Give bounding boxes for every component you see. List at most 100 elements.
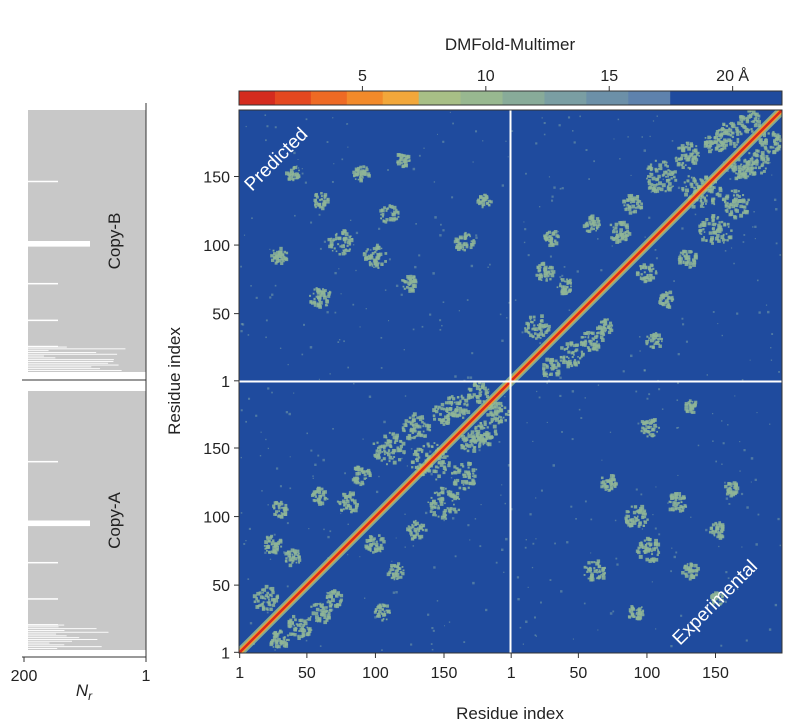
contact-mark bbox=[274, 644, 279, 648]
contact-mark bbox=[596, 332, 599, 335]
contact-mark bbox=[747, 198, 750, 202]
contact-speckle bbox=[340, 293, 342, 295]
contact-mark bbox=[351, 237, 354, 240]
contact-mark bbox=[622, 220, 626, 225]
contact-mark bbox=[542, 368, 546, 371]
contact-mark bbox=[323, 496, 326, 499]
contact-mark bbox=[633, 209, 638, 214]
contact-mark bbox=[649, 542, 653, 546]
contact-speckle bbox=[774, 603, 778, 607]
contact-mark bbox=[327, 614, 331, 618]
contact-mark bbox=[537, 276, 542, 281]
contact-mark bbox=[630, 505, 633, 508]
contact-mark bbox=[609, 485, 614, 489]
contact-mark bbox=[736, 132, 740, 136]
contact-mark bbox=[640, 429, 643, 433]
contact-speckle bbox=[429, 450, 432, 453]
contact-mark bbox=[359, 178, 363, 182]
contact-mark bbox=[367, 254, 370, 257]
contact-mark bbox=[602, 480, 606, 484]
contact-mark bbox=[385, 609, 388, 612]
contact-mark bbox=[418, 415, 422, 419]
contact-mark bbox=[365, 477, 368, 480]
contact-mark bbox=[439, 499, 442, 503]
contact-mark bbox=[713, 534, 716, 537]
contact-mark bbox=[590, 217, 595, 222]
contact-mark bbox=[408, 284, 411, 287]
contact-speckle bbox=[271, 293, 274, 296]
contact-mark bbox=[277, 638, 281, 642]
contact-speckle bbox=[535, 635, 538, 637]
contact-mark bbox=[606, 318, 609, 321]
contact-mark bbox=[312, 292, 315, 295]
contact-mark bbox=[285, 638, 289, 641]
contact-speckle bbox=[650, 191, 653, 193]
contact-speckle bbox=[725, 571, 728, 574]
contact-mark bbox=[416, 527, 420, 531]
contact-mark bbox=[565, 342, 570, 346]
contact-mark bbox=[272, 646, 275, 648]
contact-speckle bbox=[638, 336, 641, 338]
contact-mark bbox=[280, 640, 285, 645]
contact-mark bbox=[747, 110, 751, 113]
contact-mark bbox=[686, 257, 691, 262]
contact-mark bbox=[574, 349, 577, 353]
contact-mark bbox=[398, 567, 401, 569]
contact-mark bbox=[321, 606, 326, 610]
contact-mark bbox=[685, 153, 688, 156]
contact-mark bbox=[547, 230, 552, 234]
contact-mark bbox=[725, 233, 728, 235]
contact-mark bbox=[692, 149, 695, 152]
contact-mark bbox=[698, 228, 703, 233]
colorbar-ticks: 5 10 15 20 Å bbox=[358, 66, 749, 91]
contact-mark bbox=[699, 232, 701, 235]
contact-mark bbox=[277, 506, 281, 510]
contact-mark bbox=[474, 429, 478, 433]
contact-speckle bbox=[658, 388, 661, 391]
contact-mark bbox=[357, 178, 360, 181]
contact-mark bbox=[614, 236, 619, 241]
contact-mark bbox=[346, 498, 349, 501]
contact-speckle bbox=[341, 158, 344, 161]
contact-mark bbox=[716, 217, 719, 220]
contact-mark bbox=[444, 517, 448, 520]
contact-mark bbox=[657, 548, 659, 551]
contact-mark bbox=[444, 462, 446, 465]
contact-mark bbox=[533, 319, 536, 322]
contact-mark bbox=[472, 448, 477, 453]
contact-mark bbox=[357, 468, 361, 472]
contact-mark bbox=[751, 130, 754, 133]
contact-speckle bbox=[538, 206, 541, 208]
contact-mark bbox=[376, 441, 379, 444]
contact-mark bbox=[403, 158, 408, 163]
contact-speckle bbox=[266, 125, 269, 128]
contact-speckle bbox=[334, 311, 337, 314]
contact-mark bbox=[551, 365, 554, 368]
contact-mark bbox=[577, 361, 580, 364]
contact-speckle bbox=[580, 417, 583, 419]
contact-mark bbox=[718, 225, 723, 230]
contact-mark bbox=[567, 363, 569, 366]
contact-mark bbox=[388, 431, 391, 434]
contact-speckle bbox=[274, 649, 276, 651]
contact-speckle bbox=[546, 421, 548, 423]
contact-mark bbox=[298, 555, 301, 559]
contact-mark bbox=[377, 534, 381, 537]
contact-mark bbox=[678, 496, 682, 501]
contact-mark bbox=[367, 540, 370, 542]
contact-speckle bbox=[289, 456, 291, 458]
coverage-gap bbox=[28, 598, 58, 600]
contact-mark bbox=[596, 326, 600, 331]
contact-mark bbox=[434, 405, 438, 409]
contact-mark bbox=[343, 495, 348, 500]
contact-speckle bbox=[487, 390, 490, 393]
contact-mark bbox=[422, 425, 425, 428]
contact-mark bbox=[402, 569, 405, 572]
contact-mark bbox=[425, 452, 429, 456]
contact-speckle bbox=[697, 444, 700, 447]
contact-mark bbox=[381, 208, 385, 213]
contact-mark bbox=[627, 196, 631, 199]
contact-mark bbox=[422, 430, 425, 433]
contact-speckle bbox=[349, 219, 352, 222]
contact-mark bbox=[715, 130, 720, 134]
